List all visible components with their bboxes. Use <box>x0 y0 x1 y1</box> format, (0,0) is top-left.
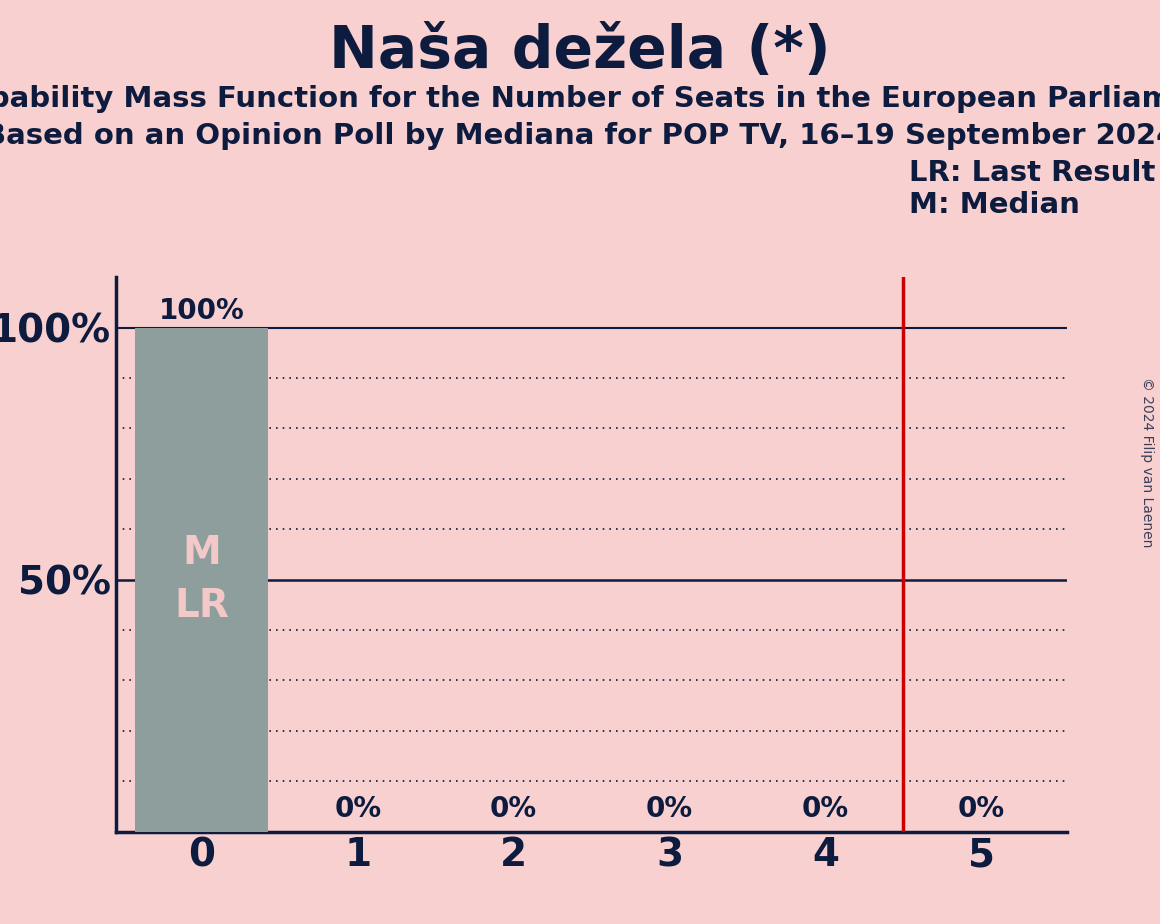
Text: 0%: 0% <box>958 795 1005 822</box>
Text: Naša dežela (*): Naša dežela (*) <box>329 23 831 80</box>
Text: 0%: 0% <box>646 795 694 822</box>
Text: 100%: 100% <box>159 298 245 325</box>
Text: Based on an Opinion Poll by Mediana for POP TV, 16–19 September 2024: Based on an Opinion Poll by Mediana for … <box>0 122 1160 150</box>
Text: 0%: 0% <box>334 795 382 822</box>
Text: Probability Mass Function for the Number of Seats in the European Parliament: Probability Mass Function for the Number… <box>0 85 1160 113</box>
Text: 0%: 0% <box>490 795 537 822</box>
Text: © 2024 Filip van Laenen: © 2024 Filip van Laenen <box>1140 377 1154 547</box>
Text: LR: Last Result: LR: Last Result <box>909 159 1155 187</box>
Text: 0%: 0% <box>802 795 849 822</box>
Text: M
LR: M LR <box>174 534 230 626</box>
Text: M: Median: M: Median <box>909 191 1080 219</box>
Bar <box>136 328 268 832</box>
